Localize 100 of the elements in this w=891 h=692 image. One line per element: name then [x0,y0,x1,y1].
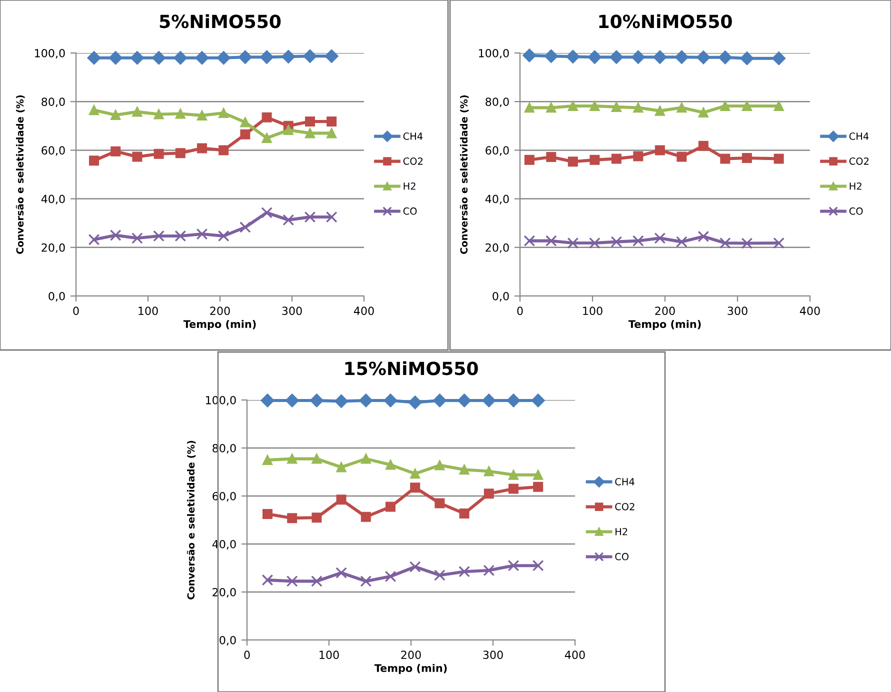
point [197,110,207,120]
x-tick-label: 300 [728,306,748,316]
point [216,51,230,65]
point [305,128,315,138]
point [654,232,666,244]
point [531,394,545,408]
point [262,112,272,122]
point [458,394,472,408]
point [130,51,144,65]
point [110,146,121,156]
point [311,576,322,587]
legend-label: CO2 [615,502,634,510]
point [218,108,229,118]
point [772,52,786,66]
point [154,148,164,159]
point [742,100,752,111]
x-tick-label: 100 [138,306,158,316]
legend-label: CO2 [849,157,869,165]
point [262,574,274,586]
x-tick-label: 0 [517,306,523,316]
point [459,508,470,519]
point [533,470,544,480]
point [132,152,142,162]
point [611,102,622,112]
point [89,156,99,166]
point [196,228,208,240]
point [533,482,544,492]
point [588,237,600,249]
point [719,237,731,249]
y-tick-label: 0,0 [220,636,236,646]
point [653,50,667,64]
point [698,140,708,151]
point [240,117,250,128]
point [590,100,600,111]
point [568,100,578,111]
point [409,561,421,572]
point [218,145,229,156]
x-tick-label: 300 [282,306,302,316]
point [218,230,230,242]
x-axis-title: Tempo (min) [183,320,256,330]
point [742,152,752,163]
point [774,154,784,164]
y-tick-label: 0,0 [48,292,65,302]
point [459,464,470,475]
point [262,133,272,144]
point [508,470,518,480]
point [524,154,534,165]
point [87,51,101,65]
point [326,128,337,138]
point [262,509,272,519]
point [359,394,373,408]
point [174,51,188,65]
point [773,237,785,249]
point [588,50,602,64]
point [360,454,371,464]
point [312,454,322,464]
x-tick-label: 200 [210,306,230,316]
point [287,454,298,464]
point [240,222,251,233]
point [260,50,274,64]
point [696,50,710,64]
point [261,206,272,218]
y-tick-label: 80,0 [486,98,509,108]
point [545,235,557,247]
point [611,154,622,164]
point [508,484,518,494]
y-tick-label: 20,0 [212,588,236,598]
legend-label: CH4 [849,132,869,140]
x-axis-title: Tempo (min) [374,664,447,674]
point [305,116,315,127]
point [676,236,688,248]
y-tick-label: 40,0 [212,540,236,550]
point [546,152,556,162]
legend-label: CO [615,552,629,560]
y-tick-label: 40,0 [41,194,65,204]
point [774,100,784,111]
point [741,238,753,249]
point [720,100,730,111]
point [238,50,252,64]
y-tick-label: 100,0 [206,396,236,406]
point [282,214,294,226]
point [360,576,372,587]
point [508,560,520,572]
point [195,51,209,65]
x-tick-label: 0 [73,306,79,316]
legend-label: CH4 [615,478,634,486]
point [326,116,337,127]
point [434,498,445,508]
point [285,394,299,408]
chart-title: 10%NiMO550 [599,14,732,28]
point [483,564,495,576]
legend-label: H2 [616,528,628,536]
point [546,102,556,113]
point [610,236,622,248]
chart-title: 5%NiMO550 [160,14,281,28]
point [88,234,100,246]
legend-label: CO [403,207,417,215]
point [262,455,272,465]
point [384,394,398,408]
x-tick-label: 400 [564,650,585,660]
